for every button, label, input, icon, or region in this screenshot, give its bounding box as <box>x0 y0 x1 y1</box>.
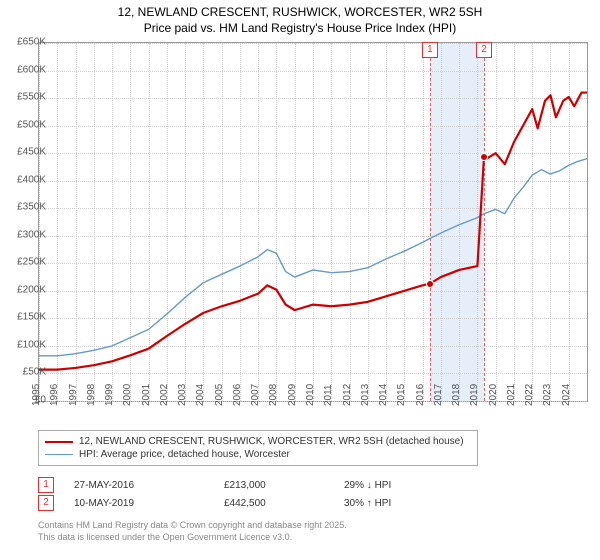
x-tick-label: 1999 <box>104 384 115 406</box>
sale-point <box>480 153 488 161</box>
x-tick-label: 1997 <box>67 384 78 406</box>
y-tick-label: £600K <box>6 64 46 75</box>
series-svg <box>39 43 587 401</box>
sale-delta-1: 29% ↓ HPI <box>344 480 494 491</box>
x-tick-label: 2015 <box>396 384 407 406</box>
legend-label-hpi: HPI: Average price, detached house, Worc… <box>79 449 290 460</box>
legend-row-hpi: HPI: Average price, detached house, Worc… <box>45 448 471 461</box>
sale-num-1: 1 <box>38 477 54 493</box>
y-tick-label: £50K <box>6 367 46 378</box>
sale-num-2: 2 <box>38 495 54 511</box>
title-line1: 12, NEWLAND CRESCENT, RUSHWICK, WORCESTE… <box>0 4 600 20</box>
legend-row-price: 12, NEWLAND CRESCENT, RUSHWICK, WORCESTE… <box>45 435 471 448</box>
x-tick-label: 2021 <box>506 384 517 406</box>
y-tick-label: £150K <box>6 312 46 323</box>
x-tick-label: 2007 <box>250 384 261 406</box>
x-tick-label: 2000 <box>122 384 133 406</box>
series-line-hpi <box>39 159 587 356</box>
x-tick-label: 2004 <box>195 384 206 406</box>
x-tick-label: 2014 <box>378 384 389 406</box>
y-tick-label: £350K <box>6 202 46 213</box>
series-line-price_paid <box>39 93 587 370</box>
footer-line2: This data is licensed under the Open Gov… <box>38 532 347 544</box>
x-tick-label: 2011 <box>324 384 335 406</box>
chart-area: 12 <box>38 42 588 402</box>
x-tick-label: 2019 <box>469 384 480 406</box>
title-block: 12, NEWLAND CRESCENT, RUSHWICK, WORCESTE… <box>0 0 600 36</box>
x-tick-label: 2020 <box>488 384 499 406</box>
y-tick-label: £100K <box>6 339 46 350</box>
legend-swatch-price <box>45 441 73 443</box>
x-tick-label: 2002 <box>159 384 170 406</box>
footer: Contains HM Land Registry data © Crown c… <box>38 520 347 543</box>
sale-date-2: 10-MAY-2019 <box>74 498 224 509</box>
chart-container: 12, NEWLAND CRESCENT, RUSHWICK, WORCESTE… <box>0 0 600 560</box>
sale-price-2: £442,500 <box>224 498 344 509</box>
x-tick-label: 1995 <box>31 384 42 406</box>
y-tick-label: £650K <box>6 37 46 48</box>
y-tick-label: £400K <box>6 174 46 185</box>
x-tick-label: 2001 <box>140 384 151 406</box>
x-tick-label: 2012 <box>341 384 352 406</box>
y-tick-label: £550K <box>6 92 46 103</box>
sale-date-1: 27-MAY-2016 <box>74 480 224 491</box>
x-tick-label: 2024 <box>561 384 572 406</box>
sale-price-1: £213,000 <box>224 480 344 491</box>
y-tick-label: £450K <box>6 147 46 158</box>
x-tick-label: 2017 <box>433 384 444 406</box>
x-tick-label: 2023 <box>542 384 553 406</box>
footer-line1: Contains HM Land Registry data © Crown c… <box>38 520 347 532</box>
sales-table: 1 27-MAY-2016 £213,000 29% ↓ HPI 2 10-MA… <box>38 476 494 512</box>
y-tick-label: £500K <box>6 119 46 130</box>
sale-row-1: 1 27-MAY-2016 £213,000 29% ↓ HPI <box>38 476 494 494</box>
y-tick-label: £200K <box>6 284 46 295</box>
x-tick-label: 2010 <box>305 384 316 406</box>
y-tick-label: £300K <box>6 229 46 240</box>
legend-swatch-hpi <box>45 454 73 455</box>
legend-box: 12, NEWLAND CRESCENT, RUSHWICK, WORCESTE… <box>38 430 478 466</box>
x-tick-label: 2013 <box>360 384 371 406</box>
x-tick-label: 1996 <box>49 384 60 406</box>
title-line2: Price paid vs. HM Land Registry's House … <box>0 20 600 36</box>
x-tick-label: 2022 <box>524 384 535 406</box>
x-tick-label: 2009 <box>287 384 298 406</box>
sale-delta-2: 30% ↑ HPI <box>344 498 494 509</box>
x-tick-label: 2008 <box>268 384 279 406</box>
x-tick-label: 2003 <box>177 384 188 406</box>
x-tick-label: 2006 <box>232 384 243 406</box>
plot-area: 12 <box>39 43 587 401</box>
x-tick-label: 2018 <box>451 384 462 406</box>
x-tick-label: 2016 <box>414 384 425 406</box>
legend-label-price: 12, NEWLAND CRESCENT, RUSHWICK, WORCESTE… <box>79 436 464 447</box>
sale-point <box>426 280 434 288</box>
y-tick-label: £250K <box>6 257 46 268</box>
x-tick-label: 1998 <box>86 384 97 406</box>
x-tick-label: 2005 <box>214 384 225 406</box>
sale-row-2: 2 10-MAY-2019 £442,500 30% ↑ HPI <box>38 494 494 512</box>
